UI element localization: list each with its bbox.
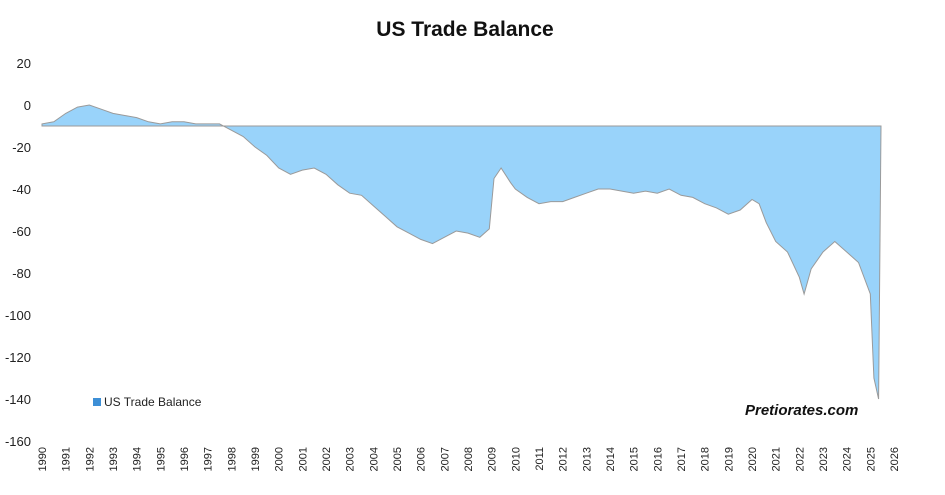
series-area-us-trade-balance bbox=[41, 104, 882, 400]
y-tick-label: -140 bbox=[5, 392, 31, 407]
x-tick-label: 2014 bbox=[605, 447, 617, 471]
y-tick-label: 0 bbox=[24, 98, 31, 113]
x-tick-label: 2000 bbox=[274, 447, 286, 471]
x-tick-label: 2020 bbox=[747, 447, 759, 471]
x-tick-label: 2018 bbox=[700, 447, 712, 471]
y-tick-label: 20 bbox=[17, 56, 31, 71]
y-tick-label: -160 bbox=[5, 434, 31, 449]
legend-label: US Trade Balance bbox=[104, 395, 202, 409]
legend: US Trade Balance bbox=[93, 395, 201, 409]
x-tick-label: 2009 bbox=[487, 447, 499, 471]
chart-title: US Trade Balance bbox=[376, 18, 554, 41]
x-tick-label: 2022 bbox=[794, 447, 806, 471]
x-tick-label: 2012 bbox=[558, 447, 570, 471]
x-tick-label: 2008 bbox=[463, 447, 475, 471]
x-tick-label: 1990 bbox=[37, 447, 49, 471]
x-tick-label: 2010 bbox=[510, 447, 522, 471]
x-tick-label: 1998 bbox=[226, 447, 238, 471]
y-tick-label: -100 bbox=[5, 308, 31, 323]
x-axis: 1990 1991 1992 1993 1994 1995 1996 1997 1998 1999… bbox=[37, 447, 901, 471]
x-tick-label: 1993 bbox=[108, 447, 120, 471]
x-tick-label: 2023 bbox=[818, 447, 830, 471]
y-tick-label: -20 bbox=[12, 140, 31, 155]
y-tick-label: -60 bbox=[12, 224, 31, 239]
x-tick-label: 2011 bbox=[534, 447, 546, 471]
y-tick-label: -120 bbox=[5, 350, 31, 365]
x-tick-label: 2006 bbox=[416, 447, 428, 471]
x-tick-label: 2026 bbox=[889, 447, 901, 471]
x-tick-label: 2021 bbox=[771, 447, 783, 471]
x-tick-label: 1992 bbox=[84, 447, 96, 471]
x-tick-label: 1994 bbox=[132, 447, 144, 471]
x-tick-label: 1996 bbox=[179, 447, 191, 471]
x-tick-label: 2016 bbox=[652, 447, 664, 471]
x-tick-label: 2003 bbox=[345, 447, 357, 471]
legend-swatch-icon bbox=[93, 398, 101, 406]
x-tick-label: 2017 bbox=[676, 447, 688, 471]
x-tick-label: 2001 bbox=[297, 447, 309, 471]
x-tick-label: 2024 bbox=[842, 447, 854, 471]
x-tick-label: 2015 bbox=[629, 447, 641, 471]
x-tick-label: 1991 bbox=[61, 447, 73, 471]
x-tick-label: 2002 bbox=[321, 447, 333, 471]
y-tick-label: -40 bbox=[12, 182, 31, 197]
x-tick-label: 2005 bbox=[392, 447, 404, 471]
x-tick-label: 2019 bbox=[723, 447, 735, 471]
source-watermark: Pretiorates.com bbox=[745, 402, 859, 419]
x-tick-label: 2004 bbox=[368, 447, 380, 471]
x-tick-label: 2007 bbox=[439, 447, 451, 471]
y-tick-label: -80 bbox=[12, 266, 31, 281]
series-area-layer bbox=[41, 104, 882, 400]
x-tick-label: 2013 bbox=[581, 447, 593, 471]
y-axis: 20 0 -20 -40 -60 -80 -100 -120 -140 -160 bbox=[5, 56, 31, 449]
x-tick-label: 2025 bbox=[865, 447, 877, 471]
x-tick-label: 1997 bbox=[203, 447, 215, 471]
x-tick-label: 1999 bbox=[250, 447, 262, 471]
x-tick-label: 1995 bbox=[155, 447, 167, 471]
